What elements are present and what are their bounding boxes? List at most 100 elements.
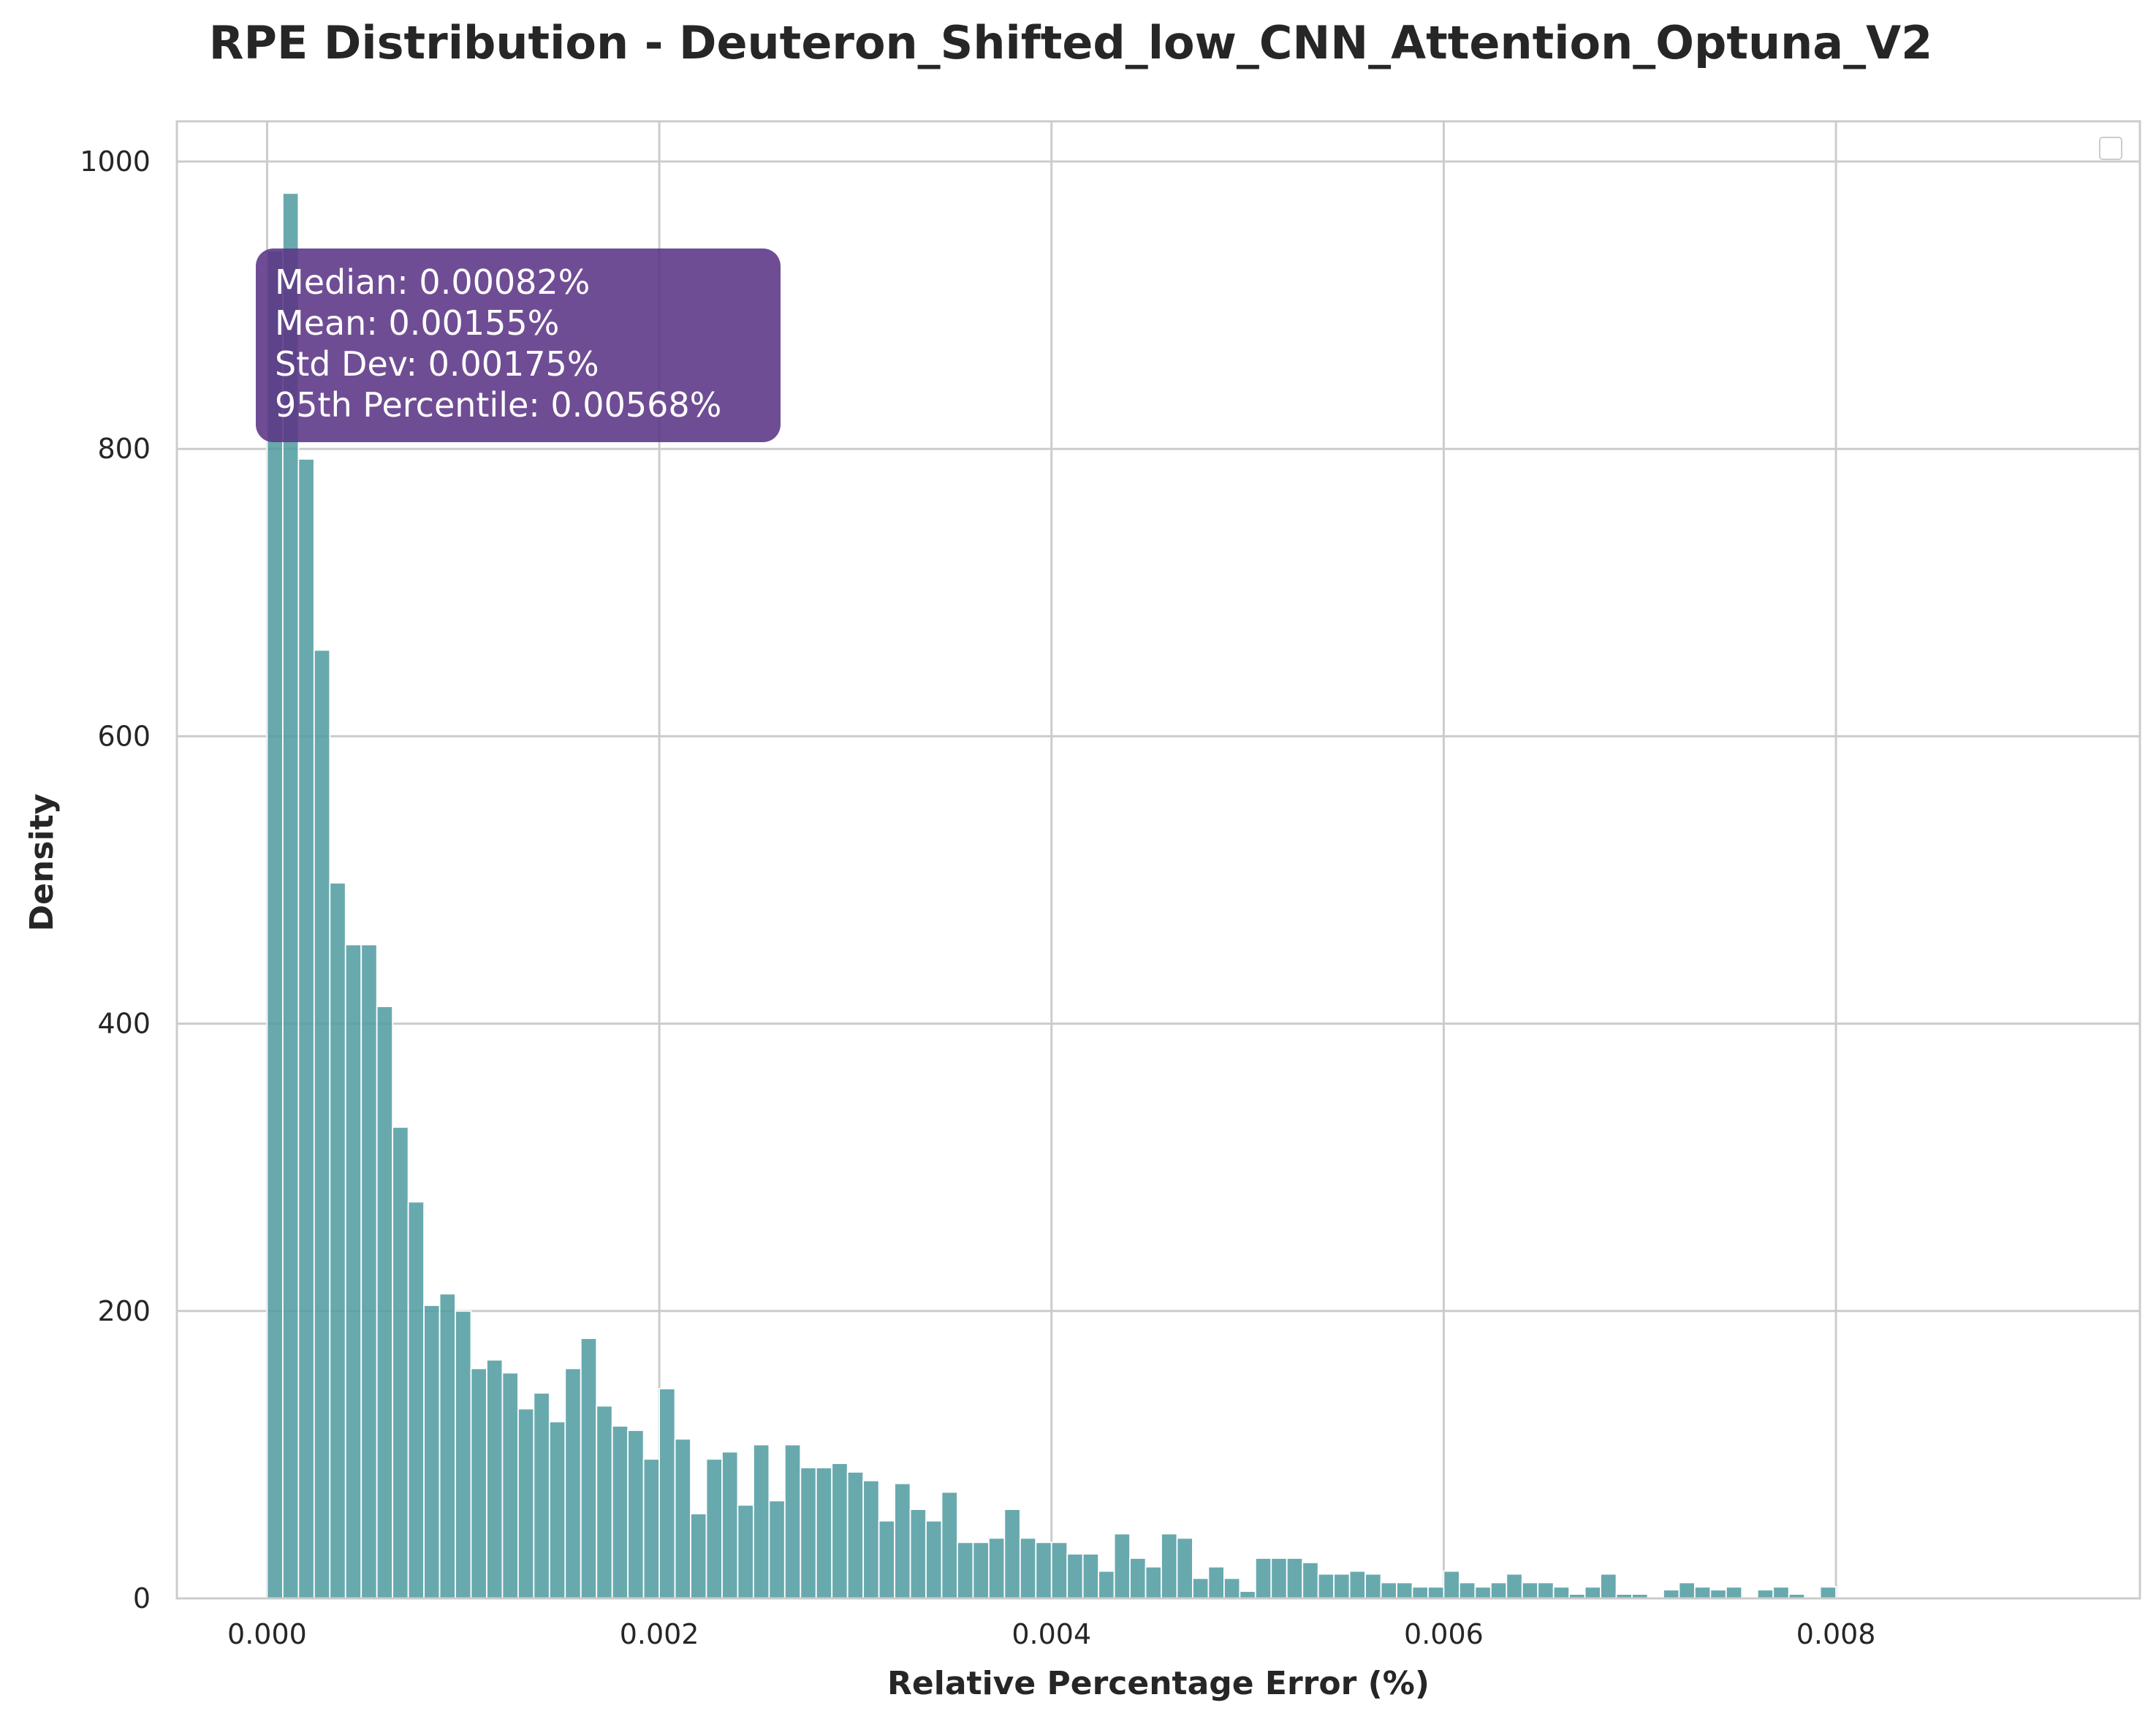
histogram-bar-23 <box>627 1430 645 1599</box>
histogram-bar-91 <box>1693 1586 1712 1599</box>
histogram-bar-79 <box>1506 1573 1523 1599</box>
histogram-bar-57 <box>1161 1533 1178 1599</box>
histogram-bar-80 <box>1521 1582 1539 1599</box>
histogram-bar-58 <box>1176 1537 1193 1599</box>
histogram-bar-69 <box>1348 1570 1366 1599</box>
histogram-bar-60 <box>1207 1566 1225 1599</box>
histogram-bar-82 <box>1552 1586 1571 1599</box>
histogram-bar-39 <box>878 1519 895 1599</box>
y-tick-label-4: 800 <box>97 433 151 465</box>
x-axis-ticks: 0.000 0.002 0.004 0.006 0.008 <box>227 1618 1875 1650</box>
x-tick-label-0: 0.000 <box>227 1618 307 1650</box>
histogram-bar-22 <box>611 1425 629 1599</box>
histogram-bar-36 <box>831 1462 849 1599</box>
histogram-bar-21 <box>596 1405 613 1599</box>
histogram-bar-19 <box>564 1367 582 1599</box>
histogram-bar-28 <box>705 1458 723 1599</box>
histogram-bar-25 <box>658 1388 676 1599</box>
histogram-bar-65 <box>1286 1557 1304 1599</box>
histogram-bar-24 <box>642 1458 660 1599</box>
histogram-bar-14 <box>486 1359 504 1599</box>
y-axis-label: Density <box>23 794 61 932</box>
histogram-bar-29 <box>721 1451 739 1599</box>
histogram-bar-45 <box>972 1541 990 1599</box>
histogram-bar-47 <box>1003 1509 1021 1599</box>
histogram-bar-77 <box>1474 1586 1492 1599</box>
histogram-bar-4 <box>329 882 346 1599</box>
histogram-bar-5 <box>344 944 363 1599</box>
legend-box <box>2099 137 2122 160</box>
histogram-bar-48 <box>1019 1537 1037 1599</box>
histogram-bar-17 <box>533 1392 550 1599</box>
histogram-bar-67 <box>1317 1573 1335 1599</box>
histogram-bar-93 <box>1725 1586 1743 1599</box>
histogram-bar-49 <box>1035 1541 1052 1599</box>
histogram-bar-71 <box>1380 1582 1397 1599</box>
histogram-bar-68 <box>1333 1573 1351 1599</box>
histogram-bar-38 <box>862 1479 880 1599</box>
x-tick-label-2: 0.004 <box>1011 1618 1091 1650</box>
histogram-bar-63 <box>1254 1557 1272 1599</box>
histogram-bar-64 <box>1270 1557 1288 1599</box>
stats-95th-percentile: 95th Percentile: 0.00568% <box>275 385 721 425</box>
histogram-bar-40 <box>894 1482 911 1599</box>
x-tick-label-4: 0.008 <box>1796 1618 1876 1650</box>
histogram-bar-76 <box>1458 1582 1476 1599</box>
histogram-bar-37 <box>846 1471 865 1599</box>
histogram-bar-90 <box>1678 1582 1696 1599</box>
histogram-bar-53 <box>1098 1570 1115 1599</box>
histogram-bar-11 <box>439 1293 456 1599</box>
stats-box: Median: 0.00082% Mean: 0.00155% Std Dev:… <box>256 248 781 442</box>
x-tick-label-1: 0.002 <box>620 1618 699 1650</box>
histogram-bar-26 <box>674 1438 691 1599</box>
histogram-bar-70 <box>1364 1573 1382 1599</box>
histogram-bar-15 <box>501 1372 519 1599</box>
histogram-bar-56 <box>1145 1566 1162 1599</box>
histogram-bar-54 <box>1113 1533 1131 1599</box>
histogram-bar-2 <box>297 458 315 1599</box>
histogram-bar-55 <box>1129 1557 1147 1599</box>
stats-mean: Mean: 0.00155% <box>275 303 559 343</box>
histogram-bar-30 <box>737 1504 754 1599</box>
histogram-bar-78 <box>1489 1582 1508 1599</box>
histogram-bar-75 <box>1443 1570 1460 1599</box>
y-axis-ticks: 0 200 400 600 800 1000 <box>80 145 151 1614</box>
histogram-bar-27 <box>690 1513 707 1599</box>
histogram-bar-46 <box>987 1537 1006 1599</box>
histogram-bar-20 <box>580 1337 598 1599</box>
histogram-bar-41 <box>909 1509 927 1599</box>
histogram-bar-7 <box>376 1006 394 1599</box>
histogram-bar-6 <box>360 944 378 1599</box>
chart-title: RPE Distribution - Deuteron_Shifted_low_… <box>209 16 1932 69</box>
histogram-bar-61 <box>1223 1577 1241 1599</box>
y-tick-label-1: 200 <box>97 1295 151 1327</box>
histogram-bar-52 <box>1082 1553 1100 1599</box>
stats-std-dev: Std Dev: 0.00175% <box>275 344 599 384</box>
histogram-bar-85 <box>1600 1573 1617 1599</box>
histogram-bar-92 <box>1709 1589 1727 1599</box>
histogram-bar-18 <box>548 1421 566 1599</box>
grid-lines <box>177 121 2140 1600</box>
histogram-bar-35 <box>815 1467 833 1599</box>
x-tick-label-3: 0.006 <box>1404 1618 1484 1650</box>
histogram-bar-3 <box>313 649 331 1599</box>
histogram-bar-13 <box>470 1367 487 1599</box>
x-axis-label: Relative Percentage Error (%) <box>887 1665 1430 1702</box>
histogram-bar-10 <box>423 1305 441 1599</box>
stats-median: Median: 0.00082% <box>275 262 590 302</box>
histogram-bar-66 <box>1302 1561 1319 1599</box>
histogram-bar-96 <box>1772 1586 1790 1599</box>
histogram-bar-84 <box>1584 1586 1601 1599</box>
histogram-bar-50 <box>1050 1541 1068 1599</box>
y-tick-label-5: 1000 <box>80 145 151 178</box>
histogram-bar-33 <box>783 1443 802 1599</box>
histogram-bar-31 <box>752 1443 770 1599</box>
histogram-bar-0 <box>266 250 284 1599</box>
y-tick-label-0: 0 <box>133 1582 151 1614</box>
y-tick-label-2: 400 <box>97 1008 151 1040</box>
plot-frame <box>175 120 2141 1600</box>
histogram-bar-43 <box>941 1491 958 1599</box>
histogram-bar-34 <box>800 1467 817 1599</box>
histogram-bar-89 <box>1663 1589 1680 1599</box>
